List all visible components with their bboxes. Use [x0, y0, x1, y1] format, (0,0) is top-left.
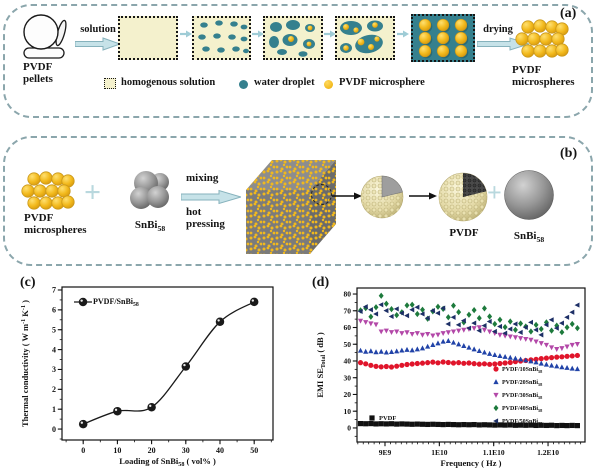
svg-text:80: 80 [344, 290, 352, 299]
plus-sign-1: + [84, 176, 102, 209]
svg-text:PVDF/50SnBi58: PVDF/50SnBi58 [502, 419, 543, 426]
svg-text:PVDF/20SnBi58: PVDF/20SnBi58 [502, 380, 543, 387]
pvdf-sphere-label: PVDF [449, 227, 479, 239]
pvdf-shell-sphere-icon [438, 172, 488, 222]
growing-droplets-art [269, 20, 315, 57]
panel-d-tag: (d) [312, 275, 330, 290]
svg-text:2: 2 [52, 385, 56, 394]
svg-text:5: 5 [52, 325, 56, 334]
hot-pressing-label: hot pressing [186, 206, 225, 230]
zoom-arrow-2 [409, 192, 437, 200]
snbi-sphere-icon [504, 170, 554, 220]
zoom-arrow-1 [332, 192, 362, 200]
panel-a-tag: (a) [560, 6, 577, 21]
thermal-conductivity-chart: 0 10 20 30 40 50 0 1 2 3 4 5 6 7 Loading of SnBi58 ( v… [20, 286, 274, 468]
input-microspheres-label: PVDF microspheres [24, 212, 87, 236]
solution-arrow-label: solution [80, 24, 116, 35]
svg-text:PVDF/40SnBi58: PVDF/40SnBi58 [502, 406, 543, 413]
svg-text:50: 50 [250, 446, 258, 455]
composite-cube [246, 160, 336, 254]
svg-text:PVDF: PVDF [379, 415, 396, 422]
svg-text:10: 10 [113, 446, 121, 455]
svg-text:10: 10 [344, 407, 352, 416]
legend-water-droplet-label: water droplet [254, 77, 315, 88]
stage-arrow-2 [252, 30, 264, 38]
svg-text:1.2E10: 1.2E10 [537, 448, 559, 457]
svg-text:EMI SETotal ( dB ): EMI SETotal ( dB ) [315, 332, 327, 397]
legend-water-droplet-dot [239, 80, 248, 89]
mixing-arrow [181, 189, 241, 205]
svg-text:20: 20 [148, 446, 156, 455]
packed-microspheres-box [411, 14, 475, 62]
water-droplets-box [192, 16, 251, 60]
snbi-sphere-label: SnBi58 [513, 230, 545, 245]
svg-text:Frequency ( Hz ): Frequency ( Hz ) [441, 458, 502, 468]
plus-sign-2: + [487, 178, 502, 207]
svg-text:50: 50 [344, 340, 352, 349]
svg-text:6: 6 [52, 306, 56, 315]
product-microspheres-label: PVDF microspheres [512, 64, 575, 88]
svg-text:PVDF/30SnBi58: PVDF/30SnBi58 [502, 393, 543, 400]
stage-arrow-3 [324, 30, 336, 38]
emi-shielding-chart: 9E9 1E10 1.1E10 1.2E10 0 10 20 30 40 50 60 70 80 Freq… [315, 287, 586, 468]
legend-pvdf-microsphere-label: PVDF microsphere [339, 77, 425, 88]
svg-text:PVDF/10SnBi58: PVDF/10SnBi58 [502, 367, 543, 374]
svg-text:Thermal conductivity ( W m-1 K: Thermal conductivity ( W m-1 K-1 ) [20, 300, 30, 427]
panel-c-tag: (c) [20, 275, 36, 290]
homogenous-solution-box [118, 16, 178, 60]
svg-text:40: 40 [344, 357, 352, 366]
snbi-particles-icon [130, 171, 169, 209]
legend-homogenous-solution-label: homogenous solution [121, 77, 216, 88]
zoom-circle-marker [311, 184, 332, 205]
svg-text:60: 60 [344, 323, 352, 332]
growing-droplets-box [263, 16, 323, 60]
coalesced-droplets-box [335, 16, 395, 60]
snbi-particles-label: SnBi58 [134, 219, 166, 234]
svg-text:9E9: 9E9 [379, 448, 392, 457]
svg-text:70: 70 [344, 306, 352, 315]
svg-text:0: 0 [52, 425, 56, 434]
svg-text:40: 40 [216, 446, 224, 455]
microspheres-cluster-b [21, 171, 75, 210]
drying-arrow-label: drying [483, 24, 513, 35]
pellets-label: PVDF pellets [23, 61, 53, 85]
svg-text:1E10: 1E10 [431, 448, 448, 457]
svg-text:30: 30 [182, 446, 190, 455]
packed-microspheres-art [418, 18, 469, 59]
cut-microsphere-icon [360, 175, 404, 219]
legend-homogenous-solution-swatch [104, 78, 116, 89]
svg-text:1.1E10: 1.1E10 [483, 448, 505, 457]
solution-arrow [75, 37, 120, 51]
svg-text:3: 3 [52, 365, 56, 374]
svg-text:0: 0 [347, 424, 351, 433]
svg-text:1: 1 [52, 405, 56, 414]
legend-pvdf-microsphere-dot [324, 80, 333, 89]
svg-text:0: 0 [81, 446, 85, 455]
stage-arrow-1 [180, 30, 192, 38]
coalesced-droplets-art [340, 20, 383, 54]
stage-arrow-4 [397, 30, 409, 38]
svg-text:Loading of SnBi58 ( vol% ): Loading of SnBi58 ( vol% ) [119, 456, 216, 468]
water-droplets-art [198, 20, 249, 54]
svg-text:20: 20 [344, 390, 352, 399]
mixing-label: mixing [186, 172, 219, 184]
panel-b-tag: (b) [560, 146, 578, 161]
microspheres-cluster-a [515, 19, 569, 58]
svg-text:7: 7 [52, 286, 56, 295]
svg-text:30: 30 [344, 373, 352, 382]
svg-text:PVDF/SnBi58: PVDF/SnBi58 [93, 297, 139, 308]
pvdf-pellets-icon [23, 14, 67, 59]
svg-text:4: 4 [52, 345, 56, 354]
